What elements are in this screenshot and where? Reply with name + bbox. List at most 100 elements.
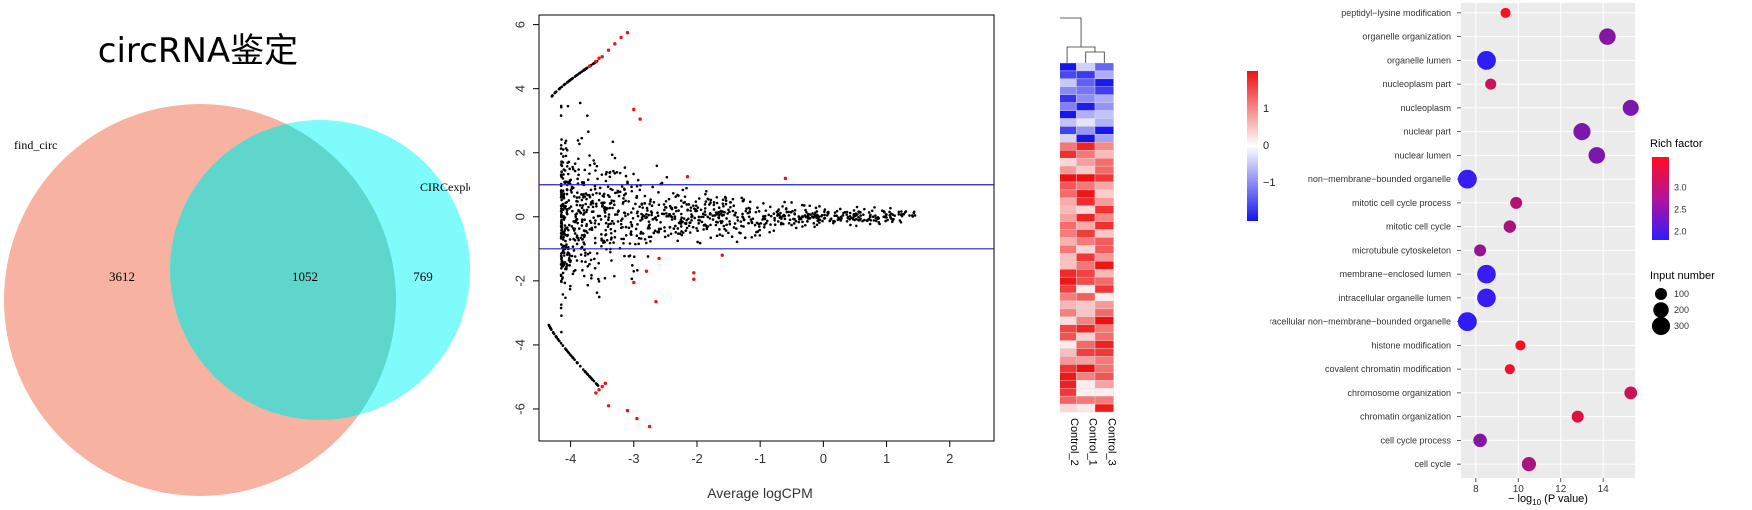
ma-point [586,178,590,182]
ma-point [634,242,637,246]
ma-point [913,214,917,217]
heatmap-cell [1060,205,1077,214]
ma-point [689,209,692,212]
ma-point [851,217,855,221]
ma-point [706,225,710,228]
ma-point [797,215,801,219]
ma-point [616,220,620,223]
heatmap-legend-tick-0: 0 [1263,140,1269,152]
ma-x-tick-label: 0 [820,451,827,466]
ma-point [703,207,707,210]
ma-point [631,216,635,220]
heatmap-cell [1094,221,1114,230]
ma-point [721,234,724,238]
ma-point [621,202,625,205]
ma-point [567,79,571,83]
heatmap-cell [1076,78,1096,87]
ma-point [738,231,741,234]
ma-point [583,168,587,172]
ma-point [560,218,563,222]
ma-point [551,94,554,97]
ma-point [787,214,791,217]
ma-point [689,206,693,209]
go-enrichment-point [1477,264,1496,284]
ma-point [590,276,593,280]
ma-point [575,196,579,199]
ma-point [722,224,726,228]
ma-point [802,204,806,207]
ma-point [767,213,771,217]
ma-point [870,209,874,213]
ma-point [560,222,564,226]
ma-point [562,262,566,265]
ma-point [571,165,574,169]
ma-point [739,220,743,223]
ma-point [729,205,732,209]
ma-point [849,223,852,227]
go-color-legend-tick: 2.5 [1674,204,1687,214]
ma-point [559,306,563,310]
ma-point [562,254,566,257]
heatmap-cell [1076,181,1096,191]
ma-point [561,251,564,254]
ma-point [560,174,563,177]
ma-point [586,193,589,197]
ma-point [677,194,680,197]
ma-point [691,204,695,207]
heatmap-cell [1060,165,1077,175]
ma-point [564,296,567,300]
ma-point [562,192,566,195]
ma-point [570,254,574,258]
ma-point [598,214,602,218]
ma-point [564,348,568,352]
ma-point [854,217,858,221]
ma-point [606,207,609,210]
ma-point [742,218,746,221]
ma-point [593,187,597,191]
ma-point [562,173,565,176]
ma-point [842,211,845,215]
ma-point [700,220,704,224]
ma-point [646,209,649,212]
ma-point [618,190,622,194]
ma-point [564,245,568,249]
ma-point [565,208,569,211]
ma-point [740,196,744,200]
ma-point [779,215,782,219]
ma-point [573,238,577,242]
ma-point [578,196,581,199]
ma-point [590,274,593,277]
heatmap-cell [1076,157,1096,167]
ma-point [744,209,748,213]
ma-point [612,241,615,244]
ma-point [697,222,701,225]
ma-point [583,370,587,373]
ma-point [697,197,701,200]
ma-point [785,207,788,210]
ma-point [622,193,626,197]
ma-point [722,213,725,217]
ma-significant-point [603,381,608,386]
ma-point [855,205,859,209]
go-bubble-plot: peptidyl−lysine modification organelle or… [1270,3,1715,507]
ma-point [667,234,670,237]
go-term-label: peptidyl−lysine modification [1341,8,1451,18]
ma-point [559,303,563,306]
ma-point [632,255,636,259]
ma-point [568,167,571,171]
ma-point [704,192,707,196]
ma-point [559,147,563,150]
ma-point [613,229,617,233]
heatmap-cell [1060,340,1077,349]
heatmap-cell [1060,300,1077,310]
heatmap-cell [1094,340,1114,349]
ma-point [568,287,572,291]
ma-point [561,208,565,212]
ma-point [567,199,571,202]
ma-point [634,202,637,206]
ma-point [583,218,586,222]
ma-point [716,221,719,224]
go-size-legend-label: 200 [1674,305,1689,315]
ma-point [578,204,582,207]
ma-point [595,191,598,195]
